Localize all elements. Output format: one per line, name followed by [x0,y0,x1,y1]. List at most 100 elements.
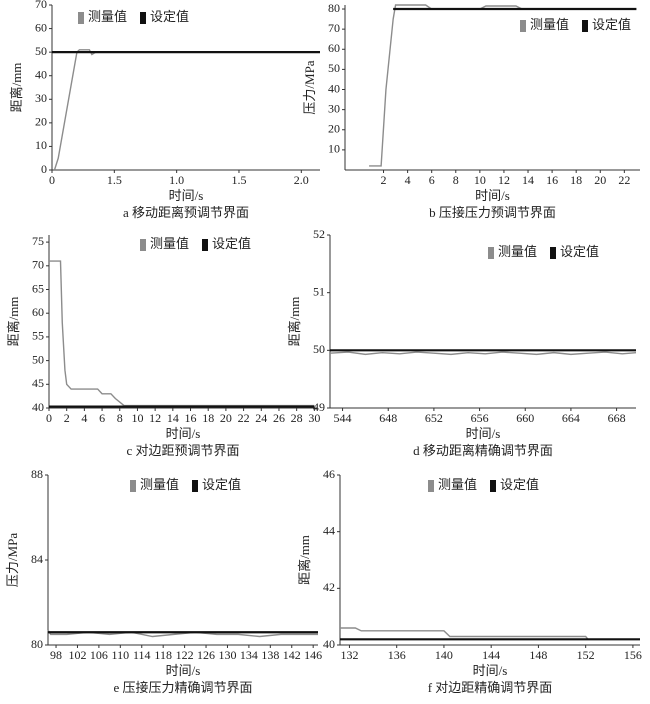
caption: a 移动距离预调节界面 [123,205,249,220]
x-tick-label: 134 [240,648,258,662]
x-tick-label: 8 [453,173,459,187]
x-tick-label: 148 [529,648,547,662]
y-tick-label: 70 [32,258,44,272]
x-tick-label: 544 [334,411,352,425]
x-tick-label: 106 [90,648,108,662]
x-tick-label: 4 [405,173,411,187]
y-axis-label: 距离/mm [297,535,312,585]
x-tick-label: 656 [471,411,489,425]
y-tick-label: 50 [32,352,44,366]
x-tick-label: 1.5 [107,173,122,187]
x-tick-label: 648 [379,411,397,425]
y-tick-label: 46 [323,467,335,481]
x-tick-label: 0 [46,411,52,425]
x-tick-label: 14 [167,411,179,425]
x-tick-label: 142 [283,648,301,662]
legend-swatch [140,12,146,24]
x-tick-label: 22 [618,173,630,187]
caption: b 压接压力预调节界面 [429,205,556,220]
x-tick-label: 152 [577,648,595,662]
x-tick-label: 12 [149,411,161,425]
x-tick-label: 114 [133,648,151,662]
series-line [49,260,315,407]
x-tick-label: 138 [261,648,279,662]
series-line [369,4,637,167]
legend-swatch [140,239,146,251]
x-tick-label: 144 [482,648,500,662]
y-tick-label: 52 [313,227,325,241]
legend-label: 设定值 [202,477,241,492]
x-tick-label: 2.0 [294,173,309,187]
caption: f 对边距精确调节界面 [428,680,553,695]
x-tick-label: 1.0 [169,173,184,187]
x-tick-label: 18 [202,411,214,425]
y-tick-label: 10 [35,138,47,152]
y-tick-label: 60 [328,41,340,55]
legend-swatch [582,20,588,32]
y-tick-label: 50 [328,61,340,75]
legend-label: 设定值 [500,477,539,492]
legend-label: 设定值 [212,236,251,251]
legend-swatch [488,247,494,259]
x-tick-label: 668 [608,411,626,425]
x-tick-label: 110 [112,648,130,662]
x-tick-label: 0 [49,173,55,187]
x-tick-label: 16 [546,173,558,187]
x-tick-label: 140 [435,648,453,662]
x-tick-label: 102 [68,648,86,662]
y-tick-label: 44 [323,523,335,537]
x-axis-label: 时间/s [166,426,201,441]
y-tick-label: 42 [323,580,335,594]
x-tick-label: 660 [516,411,534,425]
x-tick-label: 664 [562,411,580,425]
x-tick-label: 26 [273,411,285,425]
legend-swatch [520,20,526,32]
legend-swatch [202,239,208,251]
y-axis-label: 距离/mm [6,297,21,347]
x-tick-label: 28 [291,411,303,425]
x-tick-label: 10 [474,173,486,187]
legend-swatch [130,480,136,492]
y-tick-label: 70 [328,21,340,35]
y-tick-label: 40 [35,67,47,81]
x-tick-label: 8 [117,411,123,425]
y-tick-label: 40 [32,400,44,414]
y-tick-label: 80 [328,1,340,15]
caption: c 对边距预调节界面 [126,443,239,458]
legend-swatch [428,480,434,492]
x-tick-label: 132 [340,648,358,662]
x-tick-label: 126 [197,648,215,662]
y-tick-label: 40 [328,81,340,95]
x-tick-label: 20 [220,411,232,425]
legend-swatch [192,480,198,492]
x-axis-label: 时间/s [473,663,508,678]
x-axis-label: 时间/s [166,663,201,678]
x-tick-label: 30 [308,411,320,425]
x-tick-label: 130 [218,648,236,662]
y-tick-label: 84 [31,552,43,566]
y-axis-label: 距离/mm [287,297,302,347]
x-tick-label: 1.5 [231,173,246,187]
x-tick-label: 6 [429,173,435,187]
y-tick-label: 40 [323,637,335,651]
x-tick-label: 16 [185,411,197,425]
y-tick-label: 50 [313,342,325,356]
y-tick-label: 88 [31,467,43,481]
x-tick-label: 156 [624,648,642,662]
x-tick-label: 652 [425,411,443,425]
x-tick-label: 118 [154,648,172,662]
series-line [329,351,637,356]
legend-label: 测量值 [438,477,477,492]
x-tick-label: 20 [594,173,606,187]
x-tick-label: 146 [304,648,322,662]
y-tick-label: 80 [31,637,43,651]
y-tick-label: 45 [32,376,44,390]
x-tick-label: 24 [255,411,267,425]
x-tick-label: 14 [522,173,534,187]
y-tick-label: 55 [32,329,44,343]
legend-label: 设定值 [592,17,631,32]
x-tick-label: 18 [570,173,582,187]
y-tick-label: 50 [35,44,47,58]
